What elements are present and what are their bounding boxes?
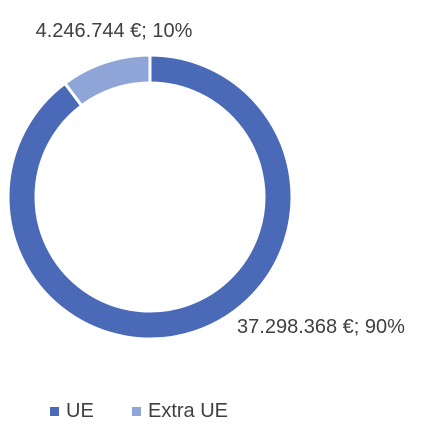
legend-item: UE bbox=[50, 400, 94, 423]
donut-segment bbox=[62, 53, 152, 108]
legend-item: Extra UE bbox=[132, 400, 228, 423]
data-label: 37.298.368 €; 90% bbox=[237, 316, 405, 338]
legend-label: UE bbox=[66, 400, 94, 422]
legend-label: Extra UE bbox=[148, 400, 229, 422]
legend-swatch bbox=[50, 407, 59, 416]
data-label: 4.246.744 €; 10% bbox=[35, 20, 193, 42]
donut-segment bbox=[6, 53, 294, 341]
legend-swatch bbox=[132, 407, 141, 416]
